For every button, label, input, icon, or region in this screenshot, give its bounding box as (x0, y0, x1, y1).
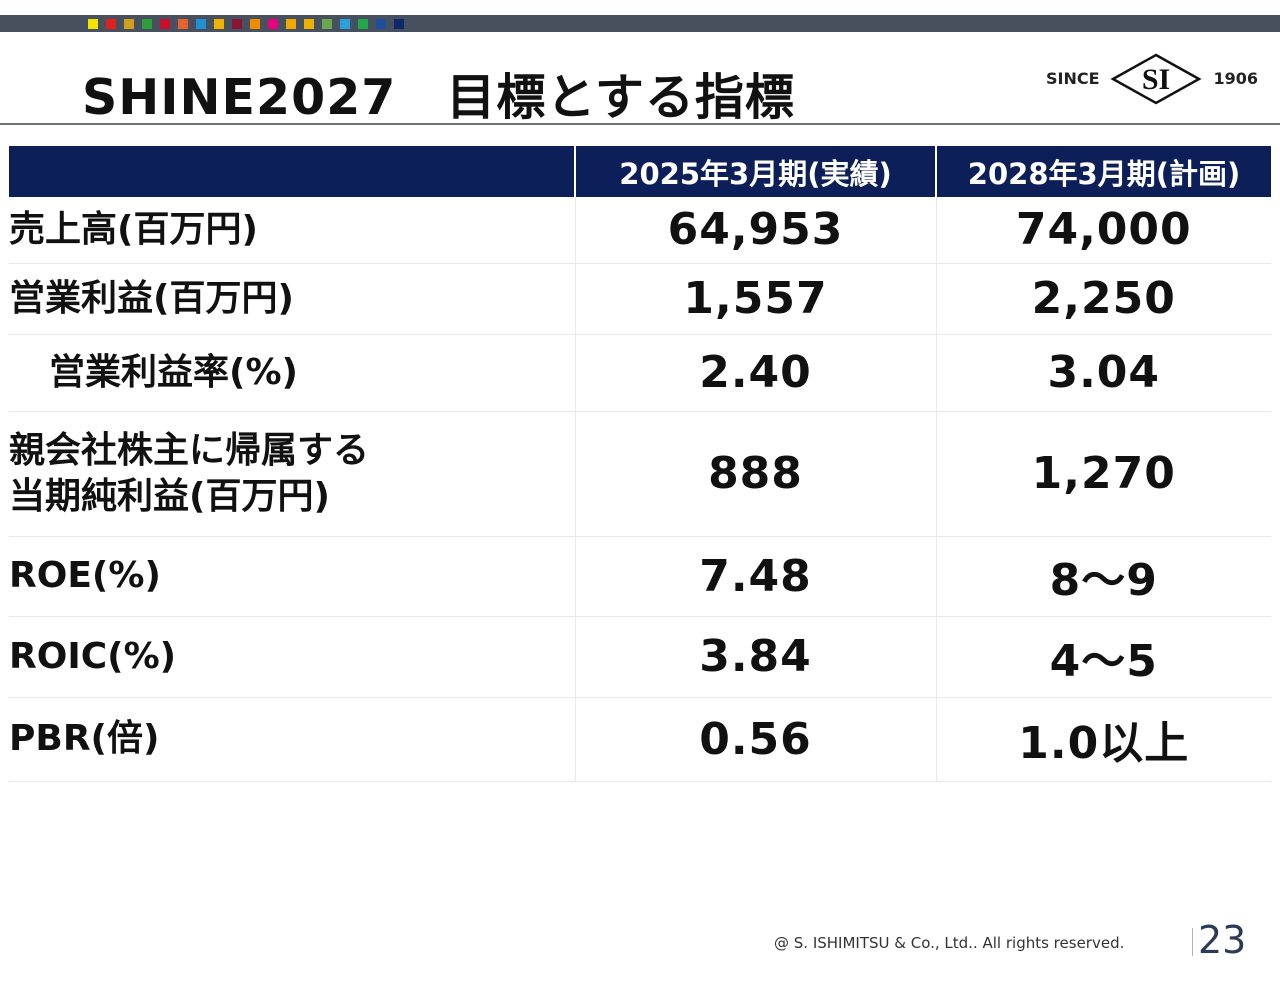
table-row: 親会社株主に帰属する 当期純利益(百万円) 888 1,270 (9, 411, 1271, 537)
logo-year-text: 1906 (1213, 69, 1258, 88)
header-label-column (9, 146, 575, 197)
table-row: 営業利益率(%) 2.40 3.04 (9, 334, 1271, 412)
header-actual-2025: 2025年3月期(実績) (574, 146, 936, 197)
plan-roic: 4～5 (935, 616, 1271, 698)
logo-initials: SI (1142, 63, 1170, 96)
actual-roe: 7.48 (574, 536, 936, 617)
table-row: PBR(倍) 0.56 1.0以上 (9, 697, 1271, 782)
actual-net-income: 888 (574, 411, 936, 537)
color-swatch (178, 19, 188, 29)
actual-pbr: 0.56 (574, 697, 936, 782)
plan-pbr: 1.0以上 (935, 697, 1271, 782)
diamond-logo-icon: SI (1110, 53, 1202, 105)
table-row: ROE(%) 7.48 8～9 (9, 536, 1271, 617)
kpi-table: 2025年3月期(実績) 2028年3月期(計画) 売上高(百万円) 64,95… (9, 146, 1271, 782)
row-label-net-income: 親会社株主に帰属する 当期純利益(百万円) (9, 411, 575, 537)
plan-roe: 8～9 (935, 536, 1271, 617)
row-label-net-income-line2: 当期純利益(百万円) (9, 475, 330, 517)
row-label-roe: ROE(%) (9, 536, 575, 617)
plan-net-sales: 74,000 (935, 197, 1271, 264)
row-label-operating-income: 営業利益(百万円) (9, 263, 575, 335)
color-swatch (358, 19, 368, 29)
logo-since-text: SINCE (1046, 69, 1100, 88)
row-label-roic: ROIC(%) (9, 616, 575, 698)
actual-roic: 3.84 (574, 616, 936, 698)
color-swatch (340, 19, 350, 29)
row-label-net-income-line1: 親会社株主に帰属する (9, 429, 370, 471)
color-swatch-strip (88, 19, 404, 29)
footer-divider (1192, 928, 1193, 956)
table-row: 売上高(百万円) 64,953 74,000 (9, 197, 1271, 264)
page-title: SHINE2027 目標とする指標 (82, 69, 795, 126)
copyright-notice: @ S. ISHIMITSU & Co., Ltd.. All rights r… (774, 934, 1125, 952)
plan-operating-margin: 3.04 (935, 334, 1271, 412)
table-row: ROIC(%) 3.84 4～5 (9, 616, 1271, 698)
color-swatch (322, 19, 332, 29)
color-swatch (142, 19, 152, 29)
actual-operating-margin: 2.40 (574, 334, 936, 412)
table-row: 営業利益(百万円) 1,557 2,250 (9, 263, 1271, 335)
color-swatch (268, 19, 278, 29)
row-label-net-sales: 売上高(百万円) (9, 197, 575, 264)
plan-operating-income: 2,250 (935, 263, 1271, 335)
row-label-operating-margin: 営業利益率(%) (9, 334, 575, 412)
color-swatch (394, 19, 404, 29)
color-swatch (250, 19, 260, 29)
header-plan-2028: 2028年3月期(計画) (935, 146, 1271, 197)
actual-operating-income: 1,557 (574, 263, 936, 335)
color-swatch (106, 19, 116, 29)
color-swatch (304, 19, 314, 29)
color-swatch (160, 19, 170, 29)
plan-net-income: 1,270 (935, 411, 1271, 537)
company-logo: SINCE SI 1906 (1046, 52, 1258, 106)
actual-net-sales: 64,953 (574, 197, 936, 264)
page-number: 23 (1198, 918, 1247, 962)
color-swatch (196, 19, 206, 29)
top-accent-bar (0, 15, 1280, 32)
color-swatch (214, 19, 224, 29)
title-divider (0, 123, 1280, 125)
color-swatch (286, 19, 296, 29)
color-swatch (376, 19, 386, 29)
color-swatch (88, 19, 98, 29)
row-label-pbr: PBR(倍) (9, 697, 575, 782)
color-swatch (124, 19, 134, 29)
table-header-row: 2025年3月期(実績) 2028年3月期(計画) (9, 146, 1271, 197)
color-swatch (232, 19, 242, 29)
